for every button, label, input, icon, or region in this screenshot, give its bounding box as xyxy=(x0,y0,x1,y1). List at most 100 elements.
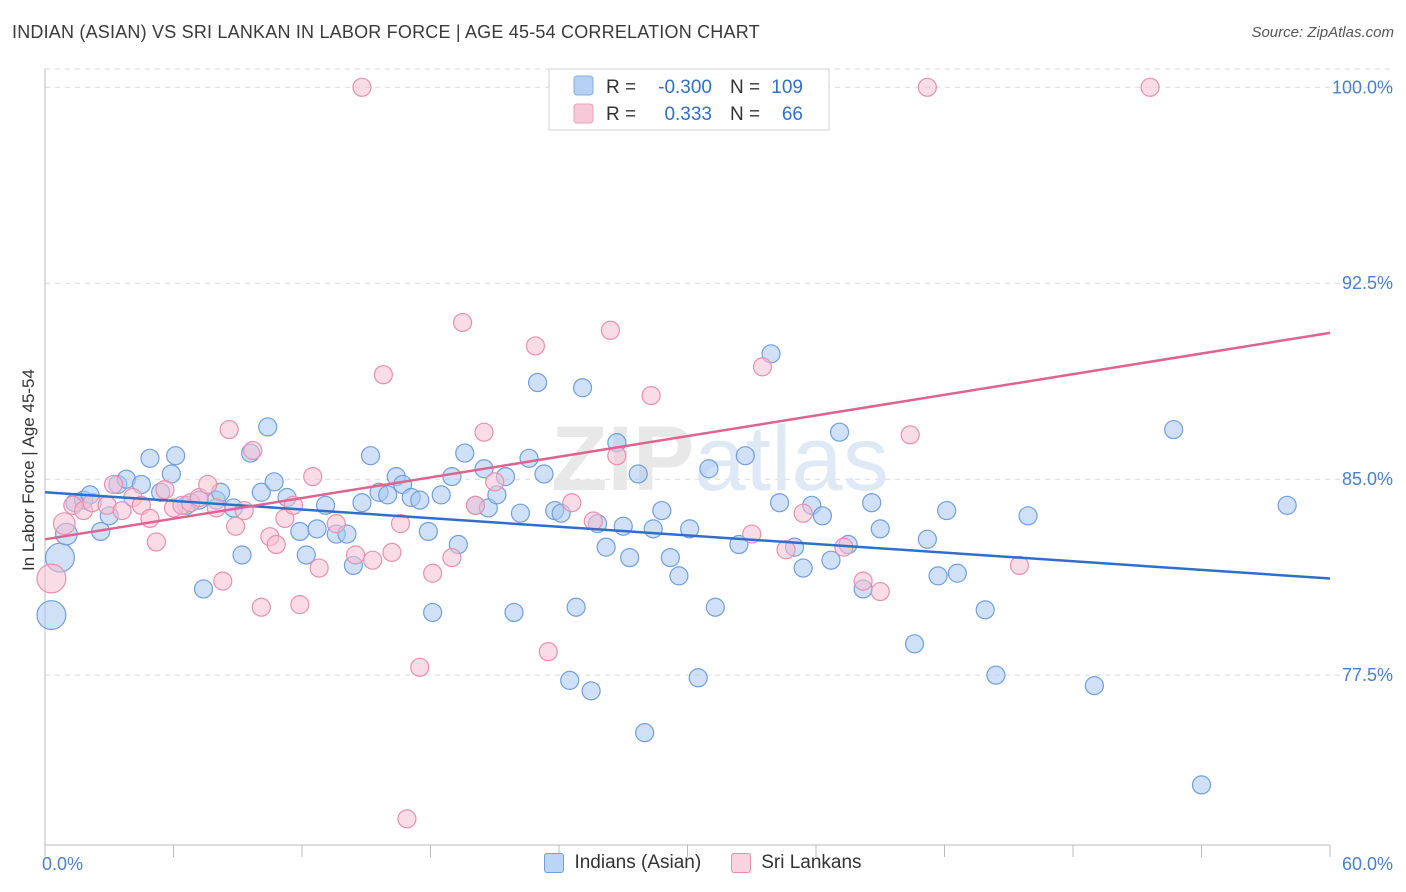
point-indians xyxy=(560,670,580,690)
series-legend: Indians (Asian) Sri Lankans xyxy=(0,852,1406,874)
point-srilankans xyxy=(562,493,582,513)
legend-frame xyxy=(548,68,830,131)
point-indians xyxy=(455,443,475,463)
point-indians xyxy=(917,529,937,549)
legend-item-indians: Indians (Asian) xyxy=(544,852,701,874)
point-indians xyxy=(1191,775,1212,795)
legend-swatch-blue xyxy=(573,75,594,96)
point-srilankans xyxy=(219,419,239,440)
point-indians xyxy=(572,378,593,398)
legend-label-srilankans: Sri Lankans xyxy=(761,852,862,873)
point-srilankans xyxy=(36,563,67,594)
point-indians xyxy=(937,500,957,521)
correlation-legend: R = -0.300 N = 109 R = 0.333 N = 66 xyxy=(548,68,830,131)
trend-lines xyxy=(44,331,1331,580)
point-indians xyxy=(829,422,850,442)
point-indians xyxy=(36,600,67,631)
point-indians xyxy=(527,372,548,393)
y-tick-label: 85.0% xyxy=(1342,469,1393,489)
point-srilankans xyxy=(917,77,937,97)
point-srilankans xyxy=(423,563,443,583)
point-srilankans xyxy=(900,425,920,445)
point-indians xyxy=(735,446,755,466)
point-srilankans xyxy=(352,77,372,97)
point-srilankans xyxy=(373,365,393,385)
point-srilankans xyxy=(390,514,411,534)
tick-labels: 77.5% 85.0% 92.5% 100.0% 0.0% 60.0% xyxy=(42,77,1393,874)
point-indians xyxy=(352,493,372,513)
point-srilankans xyxy=(583,511,603,531)
point-indians xyxy=(140,448,160,468)
point-indians xyxy=(596,537,616,557)
point-indians xyxy=(870,519,890,539)
point-srilankans xyxy=(155,480,175,500)
point-indians xyxy=(360,446,381,466)
point-indians xyxy=(660,547,680,568)
legend-r-value: -0.300 xyxy=(658,77,712,98)
point-indians xyxy=(628,464,648,484)
point-srilankans xyxy=(52,512,76,536)
point-indians xyxy=(566,597,586,617)
point-indians xyxy=(258,417,278,437)
point-indians xyxy=(423,602,443,623)
point-indians xyxy=(307,519,327,539)
legend-label-indians: Indians (Asian) xyxy=(574,852,702,873)
point-indians xyxy=(504,602,524,623)
point-srilankans xyxy=(206,498,226,518)
point-srilankans xyxy=(251,597,271,617)
point-srilankans xyxy=(397,809,417,829)
point-indians xyxy=(1018,506,1038,526)
x-tick-label: 0.0% xyxy=(42,854,83,874)
point-srilankans xyxy=(290,595,310,615)
point-indians xyxy=(705,597,725,617)
point-indians xyxy=(1164,419,1184,440)
point-indians xyxy=(193,579,214,599)
legend-n-value: 66 xyxy=(782,104,803,125)
point-indians xyxy=(290,521,310,542)
point-srilankans xyxy=(266,534,286,555)
point-srilankans xyxy=(793,503,813,523)
point-indians xyxy=(812,506,833,526)
source-label: Source: ZipAtlas.com xyxy=(1251,24,1394,41)
point-indians xyxy=(986,665,1006,685)
y-tick-label: 100.0% xyxy=(1332,77,1393,97)
point-srilankans xyxy=(442,547,462,568)
point-srilankans xyxy=(465,495,486,515)
y-tick-label: 92.5% xyxy=(1342,273,1393,293)
point-srilankans xyxy=(198,474,218,495)
x-tick-label: 60.0% xyxy=(1342,854,1393,874)
axes xyxy=(44,69,1331,857)
point-srilankans xyxy=(870,581,890,602)
point-indians xyxy=(928,566,948,586)
point-indians xyxy=(442,466,462,487)
point-indians xyxy=(821,550,841,570)
point-indians xyxy=(769,493,790,513)
trend-line-srilankans xyxy=(44,331,1331,541)
point-indians xyxy=(669,566,689,586)
point-srilankans xyxy=(382,542,402,562)
point-srilankans xyxy=(363,550,383,570)
point-srilankans xyxy=(112,500,132,521)
point-indians xyxy=(635,723,655,743)
point-indians xyxy=(793,558,813,578)
y-axis-label: In Labor Force | Age 45-54 xyxy=(19,369,38,571)
point-indians xyxy=(251,482,271,502)
point-indians xyxy=(862,493,882,513)
point-indians xyxy=(1277,495,1297,515)
point-srilankans xyxy=(345,545,366,565)
grid-lines xyxy=(45,68,1390,676)
y-tick-label: 77.5% xyxy=(1342,665,1393,685)
point-srilankans xyxy=(213,571,233,591)
point-srilankans xyxy=(641,385,661,406)
chart-title: INDIAN (ASIAN) VS SRI LANKAN IN LABOR FO… xyxy=(12,22,760,42)
point-indians xyxy=(296,545,316,565)
point-srilankans xyxy=(243,440,263,461)
legend-r-value: 0.333 xyxy=(664,104,712,125)
point-indians xyxy=(620,547,640,568)
legend-swatch-pink xyxy=(731,853,752,873)
legend-item-srilankans: Sri Lankans xyxy=(731,852,862,874)
point-srilankans xyxy=(538,642,558,662)
point-indians xyxy=(264,472,284,492)
point-indians xyxy=(166,446,186,466)
